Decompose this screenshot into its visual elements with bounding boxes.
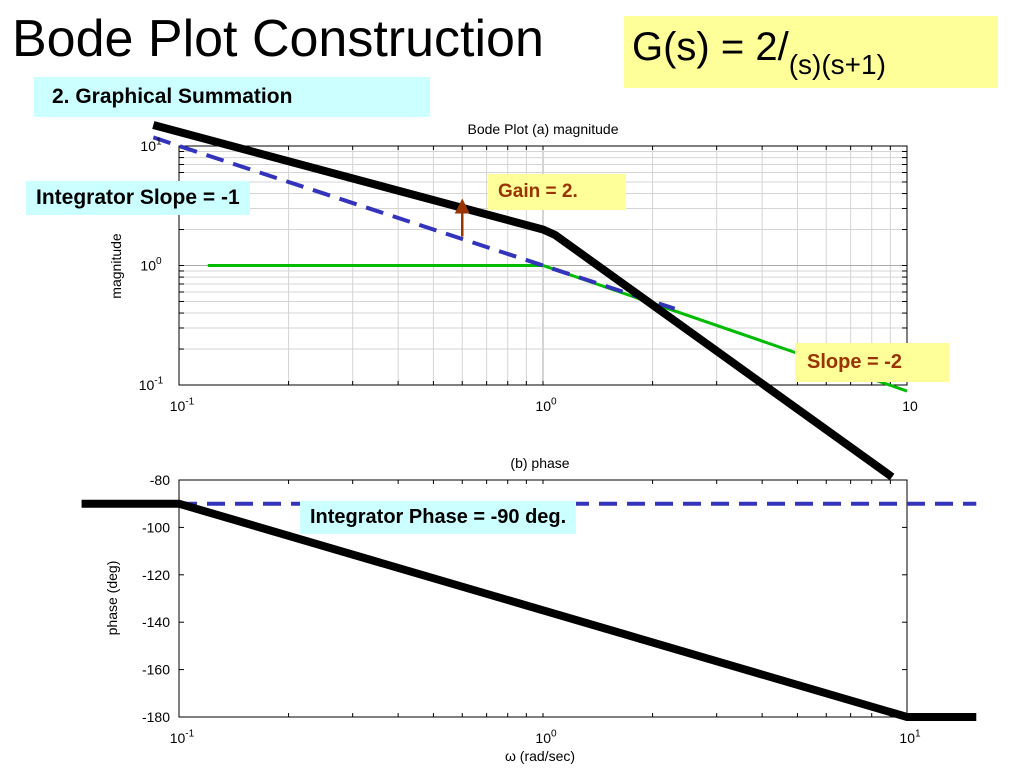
phase-ylabel: phase (deg) bbox=[104, 561, 120, 636]
phase-ytick-label: -140 bbox=[142, 614, 170, 630]
phase-chart-title: (b) phase bbox=[510, 455, 569, 471]
phase-xlabel: ω (rad/sec) bbox=[505, 748, 575, 764]
phase-ytick-label: -160 bbox=[142, 662, 170, 678]
mag-ylabel: magnitude bbox=[108, 233, 124, 299]
gain-callout: Gain = 2. bbox=[488, 174, 626, 210]
mag-ytick-label: 100 bbox=[140, 256, 162, 273]
phase-ytick-label: -80 bbox=[150, 472, 170, 488]
transfer-function-box: G(s) = 2/(s)(s+1) bbox=[624, 16, 998, 88]
mag-ytick-label: 10-1 bbox=[139, 376, 164, 393]
section-label: 2. Graphical Summation bbox=[52, 85, 293, 108]
transfer-function: G(s) = 2/(s)(s+1) bbox=[632, 22, 886, 80]
mag-integrator-line bbox=[152, 135, 676, 311]
phase-xtick-label: 10-1 bbox=[170, 729, 195, 746]
mag-chart-title: Bode Plot (a) magnitude bbox=[468, 121, 619, 137]
phase-ytick-label: -180 bbox=[142, 709, 170, 725]
mag-composite-line bbox=[152, 121, 895, 481]
mag-ytick-label: 101 bbox=[140, 137, 162, 154]
transfer-function-numerator: G(s) = 2/ bbox=[632, 25, 789, 69]
slide-title: Bode Plot Construction bbox=[12, 10, 544, 68]
phase-xtick-label: 101 bbox=[899, 729, 921, 746]
mag-lag-line bbox=[207, 264, 908, 393]
phase-ytick-label: -120 bbox=[142, 567, 170, 583]
mag-xtick-label: 10 bbox=[902, 398, 918, 414]
slope-2-callout: Slope = -2 bbox=[795, 343, 949, 382]
mag-xtick-label: 100 bbox=[535, 397, 557, 414]
mag-xtick-label: 10-1 bbox=[170, 397, 195, 414]
transfer-function-denominator: (s)(s+1) bbox=[788, 49, 886, 80]
integrator-phase-callout: Integrator Phase = -90 deg. bbox=[300, 501, 577, 534]
phase-ytick-label: -100 bbox=[142, 519, 170, 535]
integrator-slope-callout: Integrator Slope = -1 bbox=[26, 181, 250, 215]
phase-xtick-label: 100 bbox=[535, 729, 557, 746]
section-label-box: 2. Graphical Summation bbox=[34, 77, 430, 117]
phase-composite-line bbox=[81, 499, 977, 721]
